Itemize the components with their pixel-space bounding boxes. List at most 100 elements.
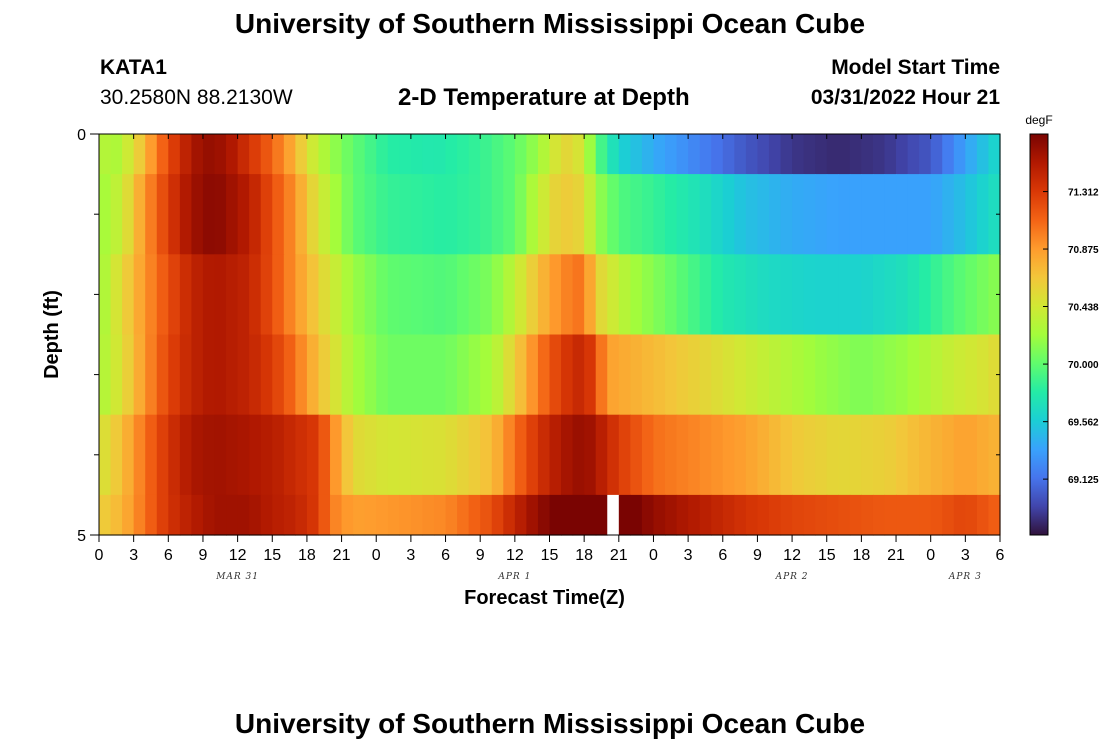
heatmap-cell <box>295 134 308 175</box>
heatmap-cell <box>641 134 655 175</box>
heatmap-cell <box>745 254 759 336</box>
heatmap-cell <box>133 334 146 416</box>
heatmap-cell <box>572 174 585 255</box>
heatmap-cell <box>306 174 320 255</box>
heatmap-cell <box>422 134 435 175</box>
colorbar-tick-label: 69.562 <box>1068 418 1099 429</box>
heatmap-cell <box>815 414 828 496</box>
heatmap-cell <box>306 254 320 336</box>
heatmap-cell <box>110 134 123 175</box>
heatmap-cell <box>503 134 516 175</box>
heatmap-cell <box>168 334 181 416</box>
heatmap-cell <box>410 334 424 416</box>
heatmap-cell <box>99 134 112 175</box>
heatmap-cell <box>306 494 320 536</box>
heatmap-cell <box>433 174 447 255</box>
heatmap-cell <box>803 334 816 416</box>
heatmap-cell <box>156 174 169 255</box>
heatmap-cell <box>630 494 643 536</box>
heatmap-cell <box>410 254 424 336</box>
heatmap-cell <box>676 494 689 536</box>
heatmap-cell <box>122 494 135 536</box>
heatmap-cell <box>306 134 320 175</box>
date-label: MAR 31 <box>215 572 259 582</box>
heatmap-cell <box>919 494 932 536</box>
heatmap-cell <box>133 494 146 536</box>
heatmap-cell <box>919 134 932 175</box>
heatmap-cell <box>526 134 539 175</box>
heatmap-cell <box>272 334 285 416</box>
heatmap-cell <box>526 494 539 536</box>
heatmap-cell <box>607 134 620 175</box>
heatmap-cell <box>306 334 320 416</box>
heatmap-cell <box>942 254 955 336</box>
heatmap-cell <box>884 334 897 416</box>
heatmap-cell <box>503 494 516 536</box>
heatmap-cell <box>711 174 724 255</box>
heatmap-cell <box>537 254 551 336</box>
heatmap-cell <box>341 174 354 255</box>
heatmap-cell <box>433 334 447 416</box>
heatmap-cell <box>815 174 828 255</box>
heatmap-cell <box>676 334 689 416</box>
heatmap-cell <box>387 254 400 336</box>
heatmap-cell <box>514 414 527 496</box>
heatmap-cell <box>653 254 666 336</box>
heatmap-cell <box>514 334 527 416</box>
heatmap-cell <box>653 334 666 416</box>
heatmap-cell <box>491 414 504 496</box>
x-tick-label: 3 <box>961 547 970 564</box>
heatmap-cell <box>884 134 897 175</box>
heatmap-cell <box>179 254 193 336</box>
heatmap-cell <box>976 334 990 416</box>
heatmap-cell <box>156 414 169 496</box>
heatmap-cell <box>988 494 1001 536</box>
heatmap-cell <box>676 254 689 336</box>
heatmap-cell <box>376 494 389 536</box>
heatmap-cell <box>745 494 759 536</box>
heatmap-cell <box>872 494 886 536</box>
heatmap-cell <box>122 334 135 416</box>
heatmap-cell <box>953 334 966 416</box>
heatmap-cell <box>768 254 782 336</box>
heatmap-cell <box>376 334 389 416</box>
heatmap-cell <box>133 134 146 175</box>
heatmap-cell <box>768 494 782 536</box>
heatmap-cell <box>976 254 990 336</box>
heatmap-cell <box>353 414 366 496</box>
heatmap-cell <box>457 174 470 255</box>
heatmap-cell <box>410 414 424 496</box>
heatmap-cell <box>965 494 978 536</box>
heatmap-cell <box>896 254 909 336</box>
heatmap-cell <box>607 254 620 336</box>
colorbar-tick-label: 71.312 <box>1068 188 1099 199</box>
heatmap-cell <box>884 174 897 255</box>
heatmap-cell <box>919 334 932 416</box>
heatmap-cell <box>641 494 655 536</box>
heatmap-cell <box>214 174 227 255</box>
heatmap-cell <box>688 254 701 336</box>
heatmap-cell <box>861 494 874 536</box>
heatmap-cell <box>757 174 770 255</box>
heatmap-cell <box>699 134 712 175</box>
heatmap-cell <box>399 134 412 175</box>
heatmap-cell <box>410 494 424 536</box>
heatmap-cell <box>283 134 296 175</box>
heatmap-cell <box>537 414 551 496</box>
heatmap-cell <box>168 414 181 496</box>
heatmap-cell <box>145 334 158 416</box>
heatmap-cell <box>168 174 181 255</box>
heatmap-cell <box>376 414 389 496</box>
heatmap-cell <box>191 334 204 416</box>
heatmap-cell <box>768 334 782 416</box>
heatmap-cell <box>699 334 712 416</box>
heatmap-cell <box>202 134 216 175</box>
heatmap-cell <box>387 414 400 496</box>
heatmap-cell <box>676 414 689 496</box>
heatmap-cell <box>445 334 458 416</box>
heatmap-cell <box>768 174 782 255</box>
heatmap-cell <box>815 334 828 416</box>
x-tick-label: 9 <box>199 547 208 564</box>
chart-axes: 0 3 6 9 12 15 18 21 0 3 6 9 12 15 18 21 0 3 6 9 12 15 18 21 0 3 6 M… <box>77 127 1004 582</box>
heatmap-cell <box>457 414 470 496</box>
